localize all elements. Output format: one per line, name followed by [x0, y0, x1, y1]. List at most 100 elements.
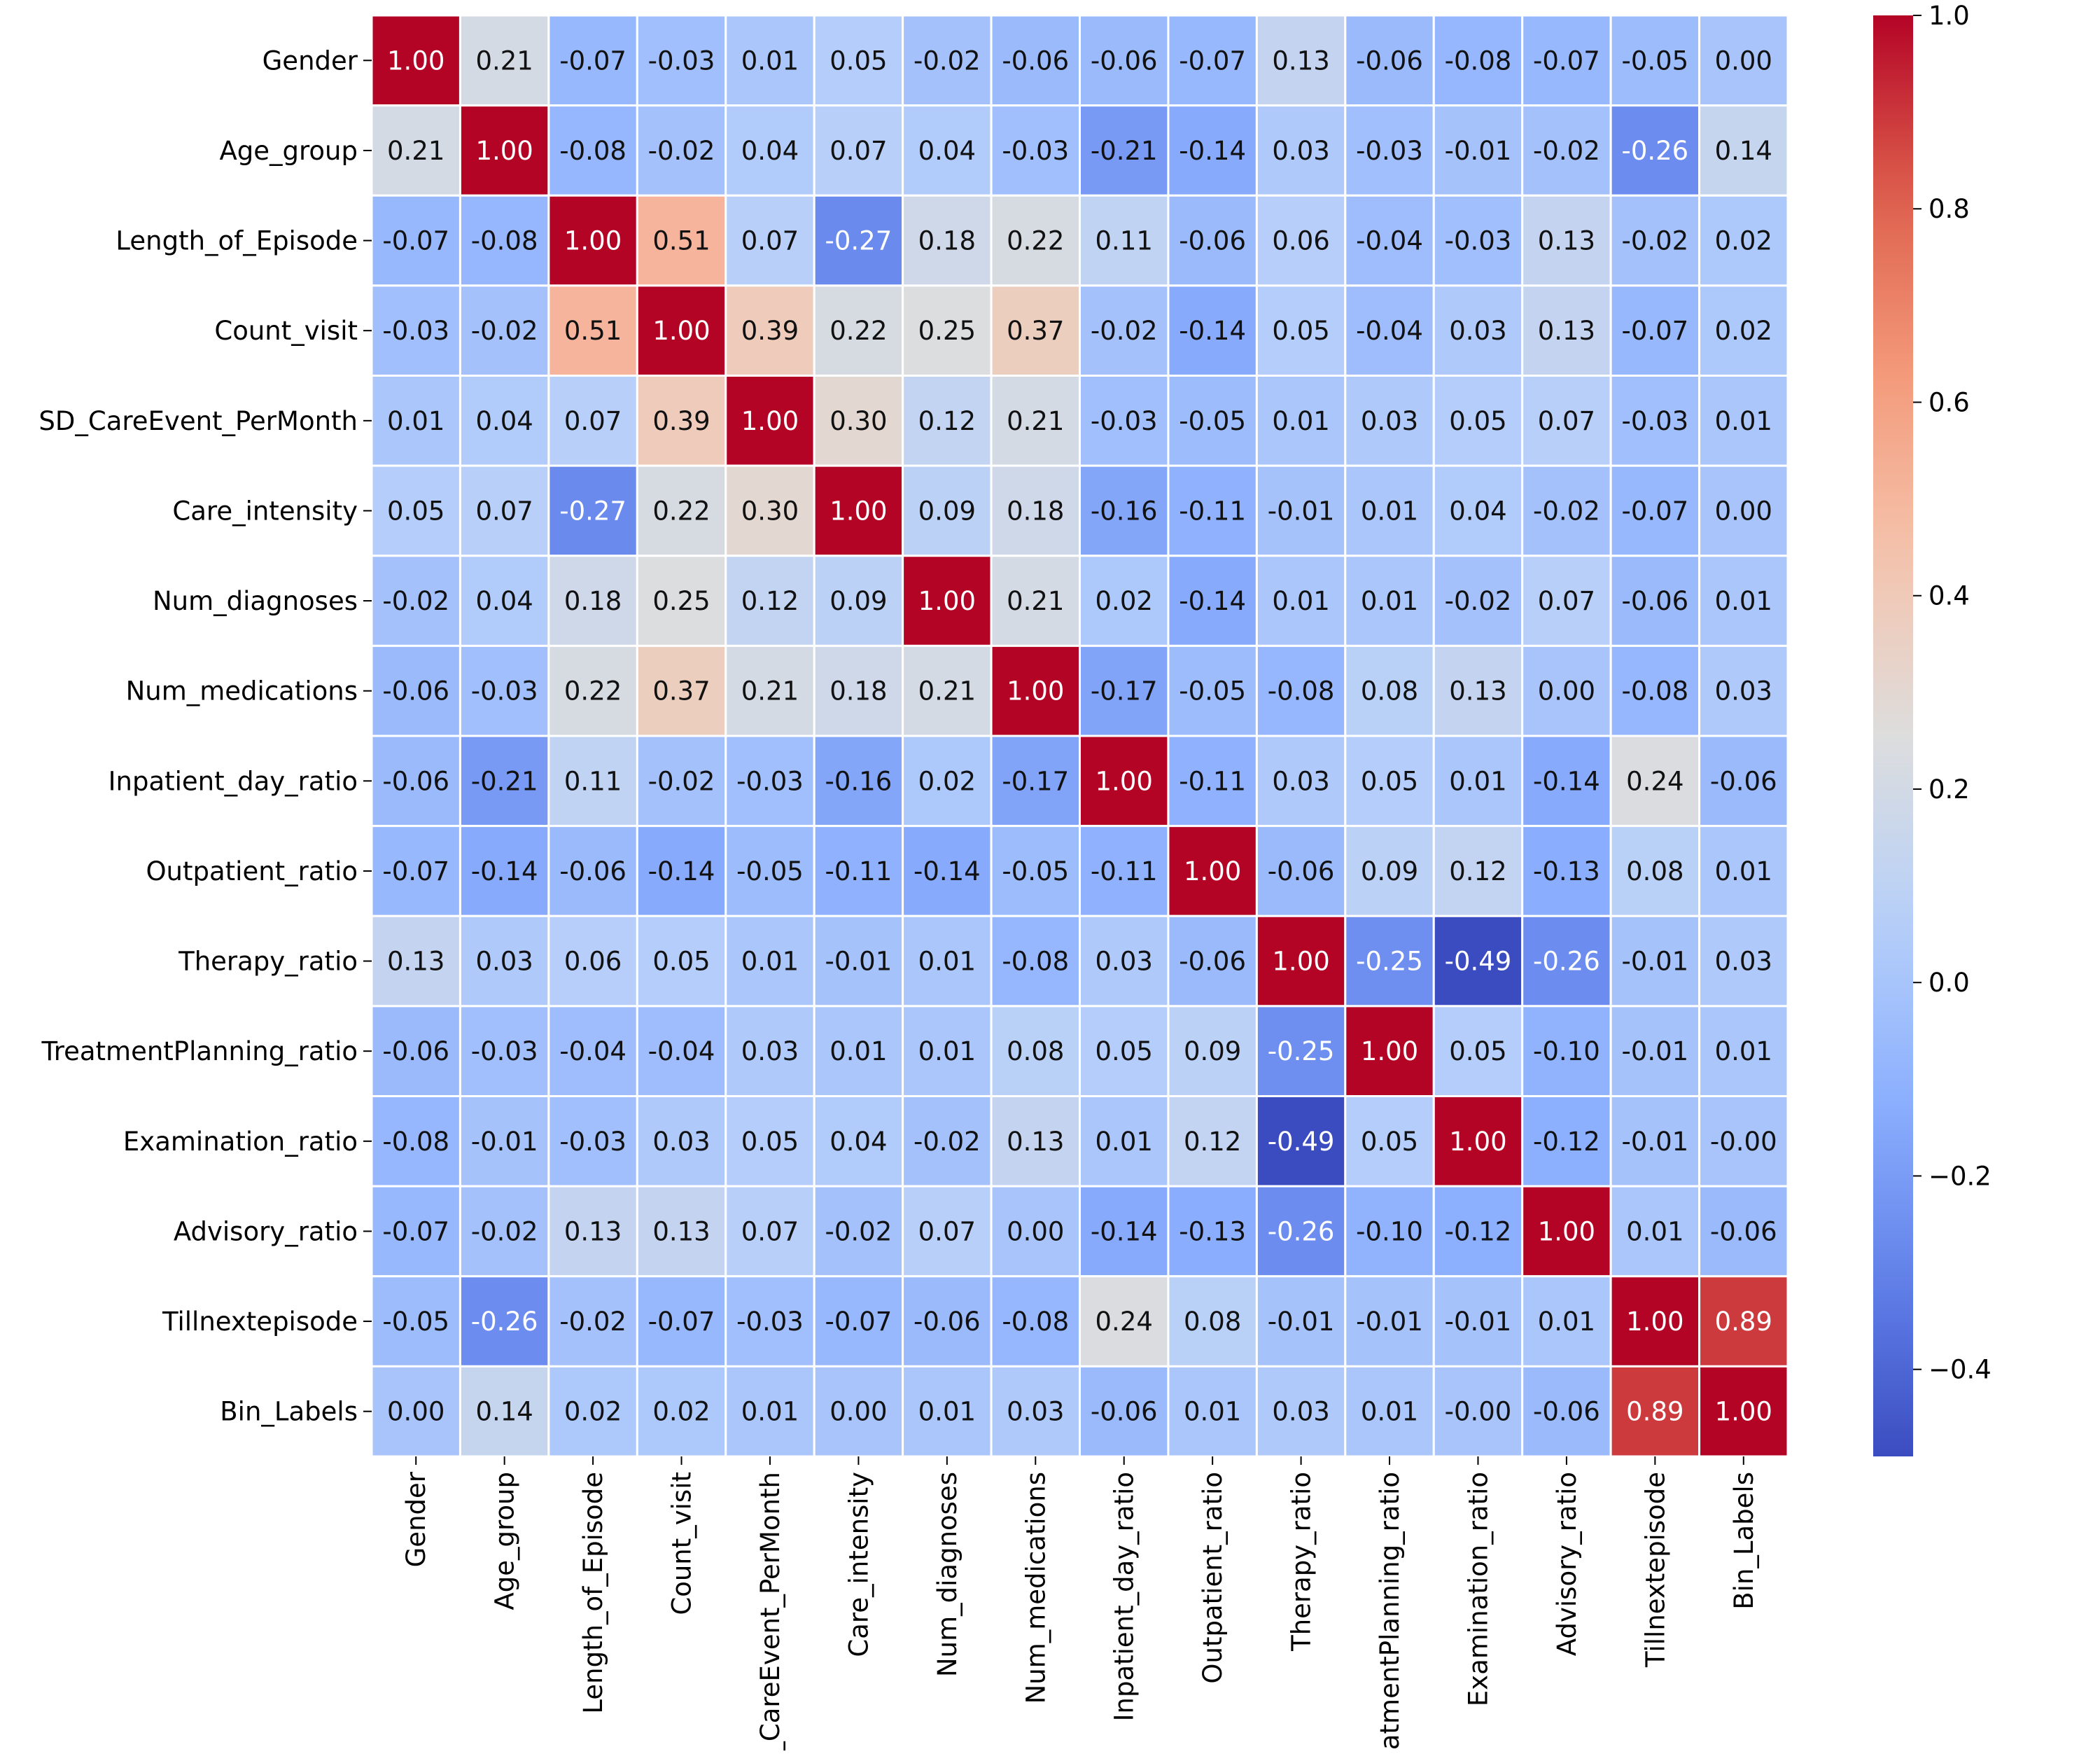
- heatmap-cell: [1344, 104, 1435, 197]
- colorbar-tick-label: −0.4: [1928, 1355, 1991, 1385]
- cell-value-label: 1.00: [387, 46, 444, 76]
- heatmap-cell: [1609, 735, 1701, 828]
- heatmap-cell: [1432, 914, 1524, 1008]
- colorbar-tick-label: 0.0: [1928, 968, 1970, 998]
- cell-value-label: -0.26: [1268, 1216, 1335, 1246]
- cell-value-label: 0.14: [1715, 136, 1772, 166]
- cell-value-label: -0.07: [382, 1216, 449, 1246]
- heatmap-cell: [724, 825, 816, 917]
- cell-value-label: 0.30: [741, 496, 799, 526]
- heatmap-cell: [1521, 644, 1612, 737]
- cell-value-label: -0.06: [1621, 586, 1688, 616]
- heatmap-cell: [813, 1365, 904, 1458]
- cell-value-label: 0.13: [1538, 316, 1595, 346]
- heatmap-cell: [458, 914, 550, 1008]
- cell-value-label: 0.39: [652, 406, 710, 436]
- cell-value-label: 0.01: [741, 947, 799, 977]
- cell-value-label: 0.09: [830, 586, 887, 616]
- heatmap-cell: [636, 194, 727, 287]
- cell-value-label: 0.18: [918, 226, 976, 256]
- heatmap-cell: [1521, 14, 1612, 107]
- cell-value-label: 0.07: [830, 136, 887, 166]
- cell-value-label: 1.00: [1007, 676, 1064, 707]
- cell-value-label: 0.09: [1361, 856, 1418, 886]
- heatmap-cell: [724, 1005, 816, 1097]
- heatmap-cell: [724, 284, 816, 377]
- heatmap-cell: [902, 1365, 993, 1458]
- heatmap-cell: [813, 375, 904, 467]
- cell-value-label: -0.07: [1621, 316, 1688, 346]
- cell-value-label: 0.18: [1007, 496, 1064, 526]
- cell-value-label: 1.00: [652, 316, 710, 346]
- heatmap-cell: [458, 104, 550, 197]
- heatmap-cell: [1432, 1005, 1524, 1097]
- cell-value-label: 1.00: [1626, 1307, 1684, 1337]
- colorbar-gradient: [1873, 15, 1913, 1456]
- cell-value-label: 0.12: [918, 406, 976, 436]
- cell-value-label: 0.21: [1007, 406, 1064, 436]
- cell-value-label: 0.08: [1361, 676, 1418, 707]
- cell-value-label: 1.00: [475, 136, 533, 166]
- heatmap-cell: [1344, 14, 1435, 107]
- cell-value-label: -0.02: [1621, 226, 1688, 256]
- heatmap-cell: [1344, 644, 1435, 737]
- cell-value-label: 0.03: [1715, 676, 1772, 707]
- cell-value-label: -0.14: [913, 856, 981, 886]
- cell-value-label: -0.06: [1179, 947, 1246, 977]
- cell-value-label: -0.14: [1179, 586, 1246, 616]
- heatmap-cell: [547, 104, 638, 197]
- cell-value-label: -0.13: [1179, 1216, 1246, 1246]
- y-tick-label: Gender: [262, 46, 358, 76]
- heatmap-cell: [1432, 1185, 1524, 1278]
- heatmap-cell: [1079, 644, 1170, 737]
- heatmap-cell: [1698, 555, 1789, 647]
- heatmap-cells: [370, 14, 1789, 1458]
- cell-value-label: -0.03: [471, 1036, 538, 1066]
- heatmap-cell: [813, 1275, 904, 1367]
- cell-value-label: -0.10: [1356, 1216, 1423, 1246]
- cell-value-label: -0.14: [1179, 316, 1246, 346]
- cell-value-label: -0.01: [825, 947, 892, 977]
- cell-value-label: 0.22: [652, 496, 710, 526]
- heatmap-cell: [1432, 825, 1524, 917]
- cell-value-label: -0.11: [825, 856, 892, 886]
- heatmap-cell: [1698, 1095, 1789, 1188]
- cell-value-label: 0.03: [1715, 947, 1772, 977]
- cell-value-label: -0.06: [382, 766, 449, 796]
- cell-value-label: -0.05: [1179, 676, 1246, 707]
- y-tick-label: Bin_Labels: [220, 1397, 358, 1427]
- cell-value-label: -0.02: [825, 1216, 892, 1246]
- cell-value-label: -0.10: [1533, 1036, 1600, 1066]
- heatmap-cell: [813, 555, 904, 647]
- heatmap-cell: [990, 1185, 1081, 1278]
- cell-value-label: 0.06: [1272, 226, 1329, 256]
- y-axis-tick-labels: Gender Age_group Length_of_Episode Count_vi…: [38, 46, 372, 1427]
- cell-value-label: 0.07: [1538, 586, 1595, 616]
- cell-value-label: -0.06: [1533, 1397, 1600, 1427]
- cell-value-label: -0.06: [1710, 766, 1777, 796]
- heatmap-cell: [1521, 375, 1612, 467]
- x-tick-label: Therapy_ratio: [1287, 1472, 1317, 1652]
- heatmap-cell: [1167, 1365, 1258, 1458]
- heatmap-cell: [1609, 464, 1701, 557]
- heatmap-cell: [547, 1005, 638, 1097]
- cell-value-label: -0.01: [1621, 947, 1688, 977]
- cell-value-label: 1.00: [1272, 947, 1329, 977]
- cell-value-label: -0.03: [1091, 406, 1158, 436]
- cell-value-label: -0.14: [1179, 136, 1246, 166]
- y-tick-label: Inpatient_day_ratio: [108, 766, 358, 796]
- cell-value-label: 0.04: [741, 136, 799, 166]
- cell-value-label: 1.00: [830, 496, 887, 526]
- heatmap-cell: [1079, 555, 1170, 647]
- heatmap-cell: [1079, 375, 1170, 467]
- cell-value-label: 0.13: [652, 1216, 710, 1246]
- cell-value-label: 0.11: [1096, 226, 1153, 256]
- heatmap-cell: [1079, 1365, 1170, 1458]
- cell-value-label: 0.05: [1361, 1127, 1418, 1157]
- heatmap-cell: [547, 464, 638, 557]
- heatmap-cell: [1698, 825, 1789, 917]
- heatmap-cell: [547, 555, 638, 647]
- cell-value-label: 0.05: [1449, 1036, 1506, 1066]
- cell-value-label: 0.12: [741, 586, 799, 616]
- heatmap-cell: [547, 644, 638, 737]
